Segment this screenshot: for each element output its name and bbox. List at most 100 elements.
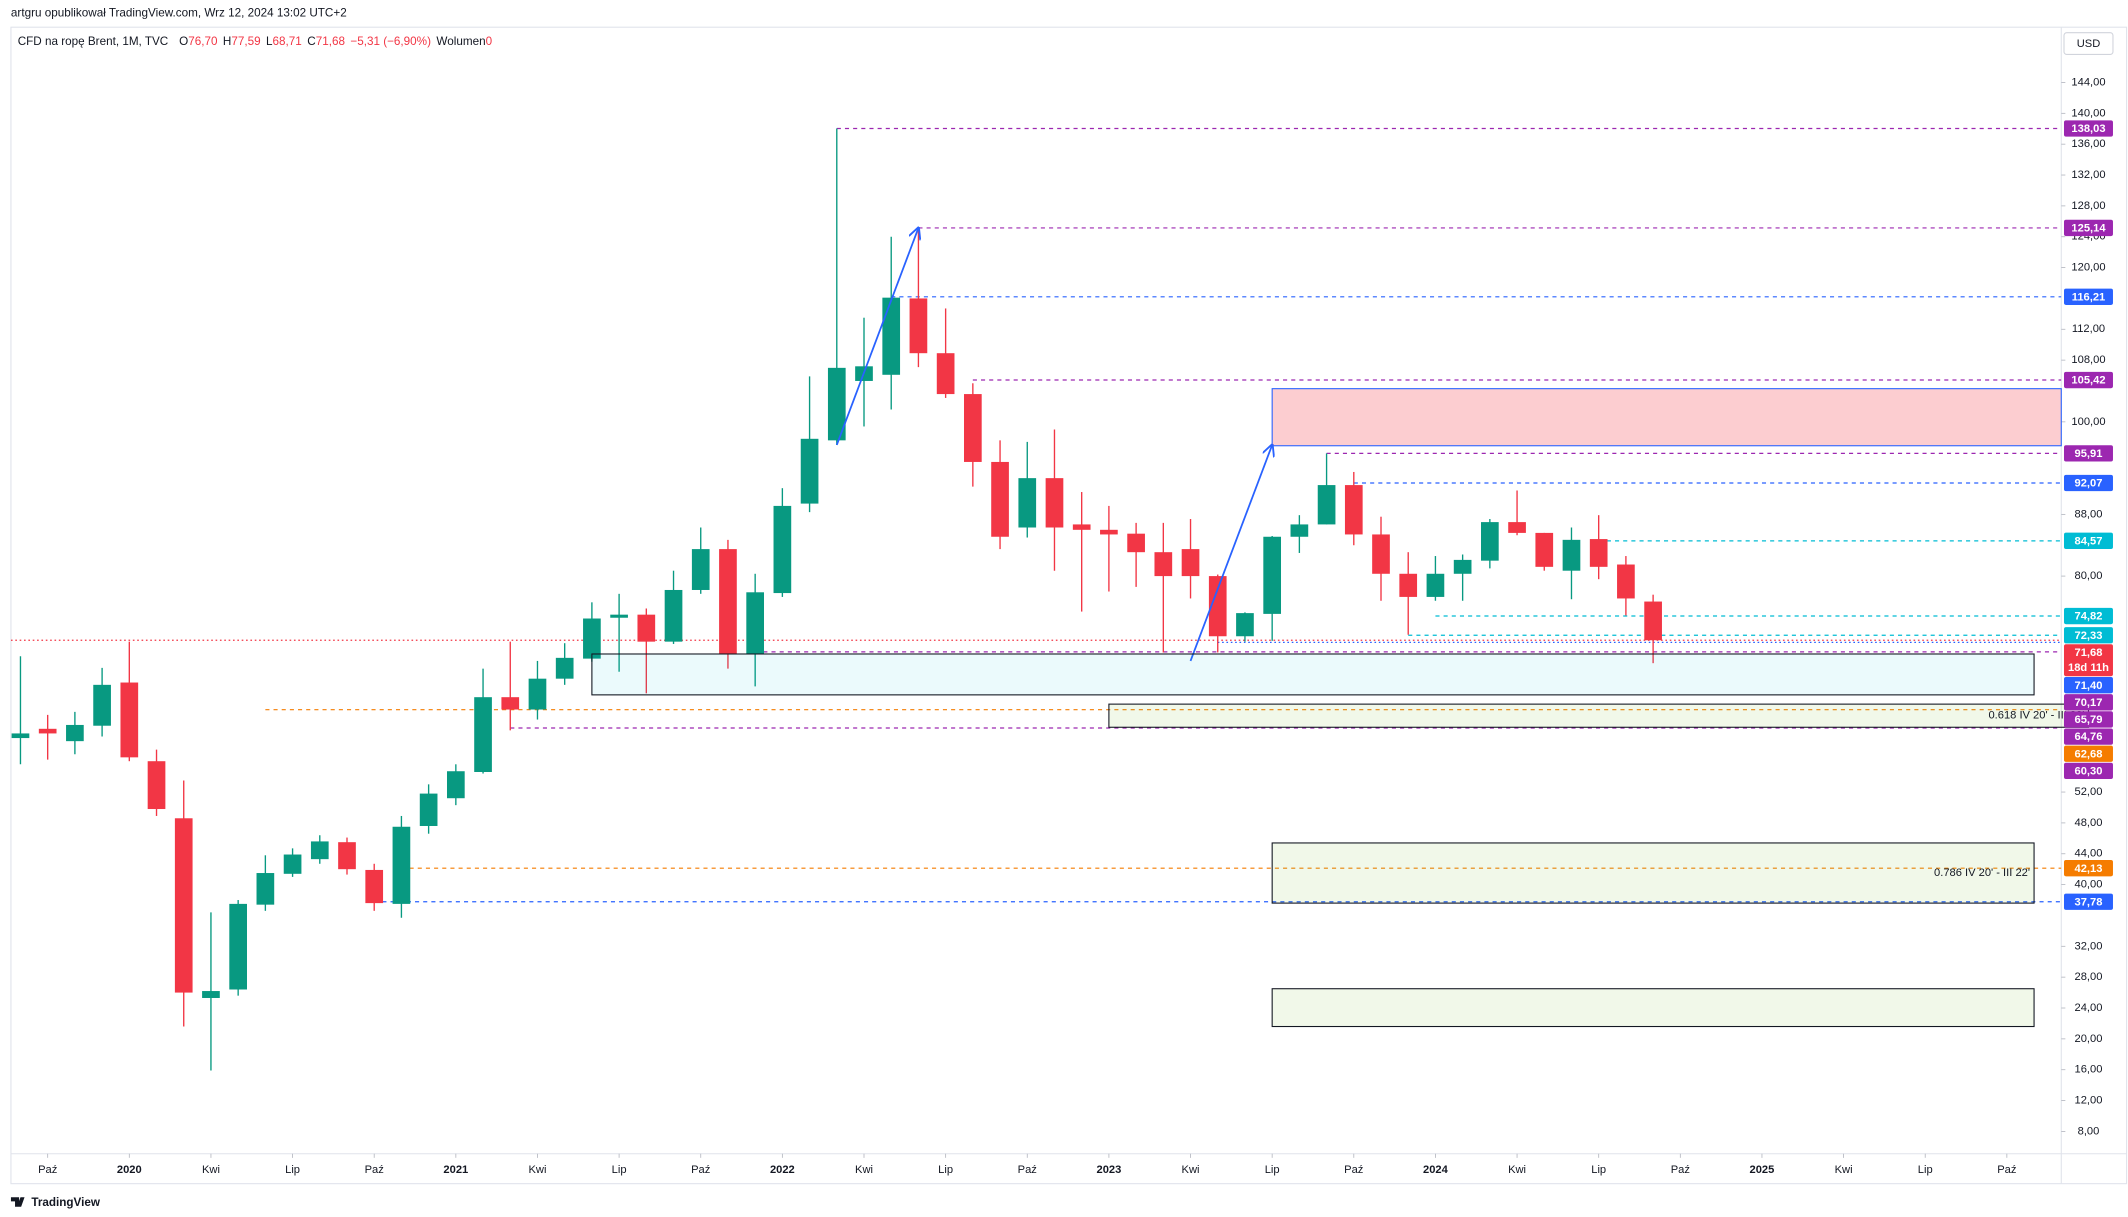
candle-body <box>1236 613 1254 637</box>
zone <box>1108 703 2090 728</box>
candle-body <box>283 854 302 874</box>
legend-value: 77,59 <box>231 35 260 48</box>
candle-body <box>1072 524 1091 530</box>
legend-value: 71,68 <box>316 35 345 48</box>
candle-body <box>909 298 928 354</box>
x-tick-label: Kwi <box>855 1164 873 1176</box>
candle-body <box>528 678 547 710</box>
arrow <box>835 228 919 446</box>
candle-body <box>1617 564 1635 599</box>
y-tick-label: 144,00 <box>2071 76 2105 88</box>
currency[interactable]: USD <box>2077 38 2101 50</box>
price-label: 71,40 <box>2075 680 2103 692</box>
price-label-box <box>2063 677 2113 694</box>
candle-body <box>719 549 737 654</box>
price-label: 72,33 <box>2075 630 2103 642</box>
candle-body <box>1453 559 1472 574</box>
footer-logo <box>10 1197 25 1207</box>
candle-body <box>664 589 683 642</box>
symbol: CFD na ropę Brent, 1M, TVC <box>18 35 168 48</box>
overlay: Paź 2020 Kwi Lip Paź 2021 Kwi Lip Paź 2022 Kwi Lip P… <box>38 76 2113 1176</box>
price-label-box <box>2063 711 2113 728</box>
y-tick-label: 52,00 <box>2075 786 2103 798</box>
x-tick-label: 2025 <box>1750 1164 1775 1176</box>
candle-body <box>1018 478 1037 528</box>
price-label: 62,68 <box>2075 748 2103 760</box>
price-label: 125,14 <box>2071 223 2106 235</box>
x-tick-label: Paź <box>1344 1164 1364 1176</box>
price-label-box <box>2063 532 2113 550</box>
x-tick-label: Paź <box>1997 1164 2017 1176</box>
x-tick-label: Paź <box>1671 1164 1691 1176</box>
price-label: 105,42 <box>2071 375 2105 387</box>
candle-body <box>1208 576 1227 637</box>
candle-body <box>691 549 710 590</box>
x-tick-label: 2023 <box>1096 1164 1121 1176</box>
candle-body <box>474 697 492 772</box>
candle-body <box>1045 478 1064 528</box>
y-tick-label: 140,00 <box>2071 107 2105 119</box>
x-tick-label: Paź <box>691 1164 711 1176</box>
candle-body <box>1290 524 1309 537</box>
candle-body <box>1508 522 1526 533</box>
price-label: 84,57 <box>2075 535 2103 547</box>
price-label-box <box>2063 745 2113 762</box>
frame <box>10 26 2128 1185</box>
currency-box[interactable] <box>2063 32 2114 55</box>
price-label-box <box>2063 288 2113 305</box>
y-tick-label: 8,00 <box>2078 1125 2100 1137</box>
candle-body <box>229 903 247 990</box>
candle-body <box>202 991 220 998</box>
candle-body <box>827 367 846 441</box>
price-label: 74,82 <box>2075 611 2103 623</box>
zone <box>591 653 2035 696</box>
legend-change: −5,31 (−6,90%) <box>350 35 431 48</box>
zone <box>1271 842 2035 904</box>
price-label-box <box>2063 644 2113 677</box>
candle-body <box>392 826 411 904</box>
zone <box>1271 388 2062 447</box>
candle-body <box>1481 522 1499 561</box>
price-label: 70,17 <box>2075 697 2103 709</box>
candle-body <box>93 684 111 726</box>
y-tick-label: 24,00 <box>2075 1002 2103 1014</box>
plot <box>10 127 2062 1071</box>
price-label: 37,78 <box>2075 896 2103 908</box>
price-label-box <box>2063 694 2113 711</box>
price-label: 42,13 <box>2075 863 2103 875</box>
candle-body <box>11 733 30 739</box>
price-label-box <box>2063 445 2113 462</box>
y-tick-label: 16,00 <box>2075 1064 2103 1076</box>
candle-body <box>773 505 792 594</box>
legend-key: L <box>266 35 273 48</box>
price-label-box <box>2063 371 2113 389</box>
price-label-box <box>2063 120 2113 137</box>
candle-body <box>583 618 601 659</box>
zone <box>1271 988 2035 1028</box>
legend-value: 76,70 <box>188 35 218 48</box>
y-tick-label: 28,00 <box>2075 971 2103 983</box>
x-tick-label: 2024 <box>1423 1164 1449 1176</box>
y-tick-label: 32,00 <box>2075 940 2103 952</box>
x-tick-label: Paź <box>38 1164 58 1176</box>
candle-body <box>1562 539 1581 571</box>
y-tick-label: 20,00 <box>2075 1033 2103 1045</box>
price-label-box <box>2063 728 2113 745</box>
y-tick-label: 88,00 <box>2075 508 2103 520</box>
candle-body <box>964 394 982 462</box>
price-label: 116,21 <box>2072 291 2105 303</box>
x-tick-label: Kwi <box>528 1164 546 1176</box>
candle-body <box>1372 534 1390 574</box>
footer: TradingView <box>31 1196 101 1209</box>
x-tick-label: Kwi <box>1182 1164 1200 1176</box>
y-tick-label: 100,00 <box>2071 416 2105 428</box>
candle-body <box>1154 552 1173 577</box>
y-tick-label: 120,00 <box>2071 262 2105 274</box>
price-label: 138,03 <box>2071 123 2105 135</box>
candle-body <box>338 842 356 870</box>
candle-body <box>991 461 1009 537</box>
price-label-box <box>2063 607 2113 625</box>
candle-body <box>256 873 275 905</box>
x-tick-label: Kwi <box>1835 1164 1853 1176</box>
